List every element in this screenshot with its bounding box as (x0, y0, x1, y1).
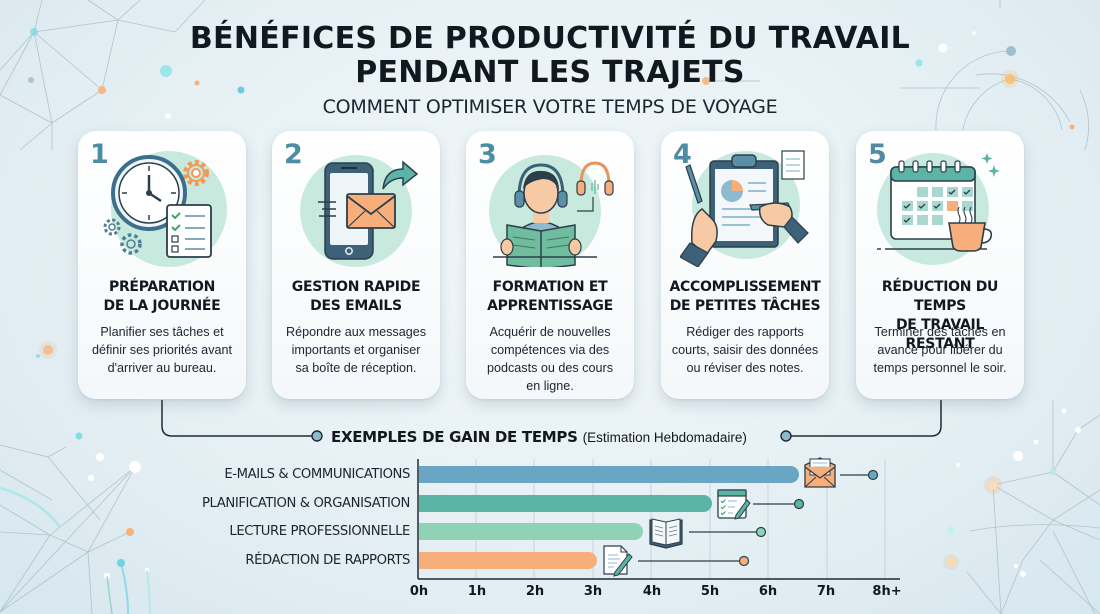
card-heading-line: DE PETITES TÂCHES (669, 298, 821, 314)
card-heading-line: PRÉPARATION (108, 279, 216, 295)
card-number: 5 (868, 139, 887, 170)
x-tick-label: 3h (583, 584, 603, 599)
card-heading-line: ACCOMPLISSEMENT (669, 279, 821, 295)
x-tick-label: 5h (700, 584, 720, 599)
clipboard-writing-icon (680, 150, 809, 267)
calendar-coffee-icon (877, 153, 1000, 265)
card-desc-line: d'arriver au bureau. (107, 361, 217, 375)
card-heading-line: DES EMAILS (310, 298, 402, 314)
document-pen-icon (603, 545, 633, 577)
x-tick-label: 6h (758, 584, 778, 599)
card-description: Répondre aux messages importants et orga… (278, 323, 434, 377)
x-tick-label: 2h (525, 584, 545, 599)
bar-redaction-rapports (419, 552, 597, 569)
card-desc-line: importants et organiser (291, 343, 421, 357)
section-title-suffix: (Estimation Hebdomadaire) (582, 430, 747, 445)
card-desc-line: courts, saisir des données (671, 343, 819, 357)
benefit-card-3: 3 FORMATION ET (466, 131, 634, 399)
open-book-icon (649, 518, 683, 549)
card-number: 2 (284, 139, 303, 170)
card-heading-line: APPRENTISSAGE (487, 298, 613, 314)
card-desc-line: Terminer des tâches en (874, 325, 1006, 339)
clock-checklist-gears-icon (103, 151, 227, 267)
benefit-card-5: 5 (856, 131, 1024, 399)
envelope-icon (804, 457, 836, 488)
time-savings-title: EXEMPLES DE GAIN DE TEMPS (Estimation He… (331, 428, 747, 446)
title-line-1: BÉNÉFICES DE PRODUCTIVITÉ DU TRAVAIL (189, 21, 911, 56)
card-desc-line: temps personnel le soir. (873, 361, 1007, 375)
card-desc-line: Répondre aux messages (285, 325, 426, 339)
card-heading: GESTION RAPIDE DES EMAILS (276, 278, 436, 316)
card-heading-line: DE LA JOURNÉE (103, 298, 221, 314)
card-description: Acquérir de nouvelles compétences via de… (472, 323, 628, 395)
title-line-2: PENDANT LES TRAJETS (355, 55, 745, 90)
x-tick-label: 7h (816, 584, 836, 599)
category-label: RÉDACTION DE RAPPORTS (245, 553, 410, 568)
card-desc-line: Acquérir de nouvelles (489, 325, 611, 339)
card-desc-line: sa boîte de réception. (295, 361, 417, 375)
card-heading-line: GESTION RAPIDE (291, 279, 421, 295)
card-heading-line: FORMATION ET (492, 279, 608, 295)
card-heading: ACCOMPLISSEMENT DE PETITES TÂCHES (665, 278, 825, 316)
card-desc-line: en ligne. (526, 379, 574, 393)
category-label: PLANIFICATION & ORGANISATION (201, 496, 410, 511)
card-description: Terminer des tâches en avance pour libér… (862, 323, 1018, 377)
card-desc-line: ou réviser des notes. (686, 361, 804, 375)
benefit-card-2: 2 GESTION RAPIDE DES EMAILS Répondre aux… (272, 131, 440, 399)
card-heading-line: DE TRAVAIL RESTANT (895, 317, 985, 352)
page-title: BÉNÉFICES DE PRODUCTIVITÉ DU TRAVAIL PEN… (0, 22, 1100, 90)
card-number: 3 (478, 139, 497, 170)
header: BÉNÉFICES DE PRODUCTIVITÉ DU TRAVAIL PEN… (0, 22, 1100, 119)
category-label: LECTURE PROFESSIONNELLE (229, 524, 410, 539)
bar-planification-organisation (419, 495, 712, 512)
card-desc-line: avance pour libérer du (877, 343, 1003, 357)
section-title-main: EXEMPLES DE GAIN DE TEMPS (331, 428, 578, 446)
card-description: Rédiger des rapports courts, saisir des … (667, 323, 823, 377)
x-tick-label: 1h (467, 584, 487, 599)
card-desc-line: définir ses priorités avant (92, 343, 232, 357)
checklist-pencil-icon (717, 489, 751, 520)
person-reading-headphones-icon (489, 155, 614, 267)
card-number: 4 (673, 139, 692, 170)
x-tick-label: 8h+ (872, 584, 902, 599)
card-heading: PRÉPARATION DE LA JOURNÉE (82, 278, 242, 316)
card-desc-line: podcasts ou des cours (486, 361, 613, 375)
card-number: 1 (90, 139, 109, 170)
x-tick-label: 4h (642, 584, 662, 599)
card-desc-line: Rédiger des rapports (686, 325, 804, 339)
category-label: E-MAILS & COMMUNICATIONS (224, 467, 410, 482)
bar-lecture-professionnelle (419, 523, 643, 540)
card-heading: FORMATION ET APPRENTISSAGE (470, 278, 630, 316)
x-tick-label: 0h (409, 584, 429, 599)
card-desc-line: compétences via des (490, 343, 610, 357)
benefit-card-4: 4 ACCOMPLISSEMENT DE PETITES TÂCHES (661, 131, 829, 399)
benefit-card-1: 1 (78, 131, 246, 399)
card-heading: RÉDUCTION DU TEMPS DE TRAVAIL RESTANT (860, 278, 1020, 354)
phone-email-icon (300, 155, 419, 267)
bar-emails-communications (419, 466, 799, 483)
card-heading-line: RÉDUCTION DU TEMPS (881, 279, 999, 314)
page-subtitle: COMMENT OPTIMISER VOTRE TEMPS DE VOYAGE (322, 96, 778, 118)
card-description: Planifier ses tâches et définir ses prio… (84, 323, 240, 377)
card-desc-line: Planifier ses tâches et (100, 325, 224, 339)
